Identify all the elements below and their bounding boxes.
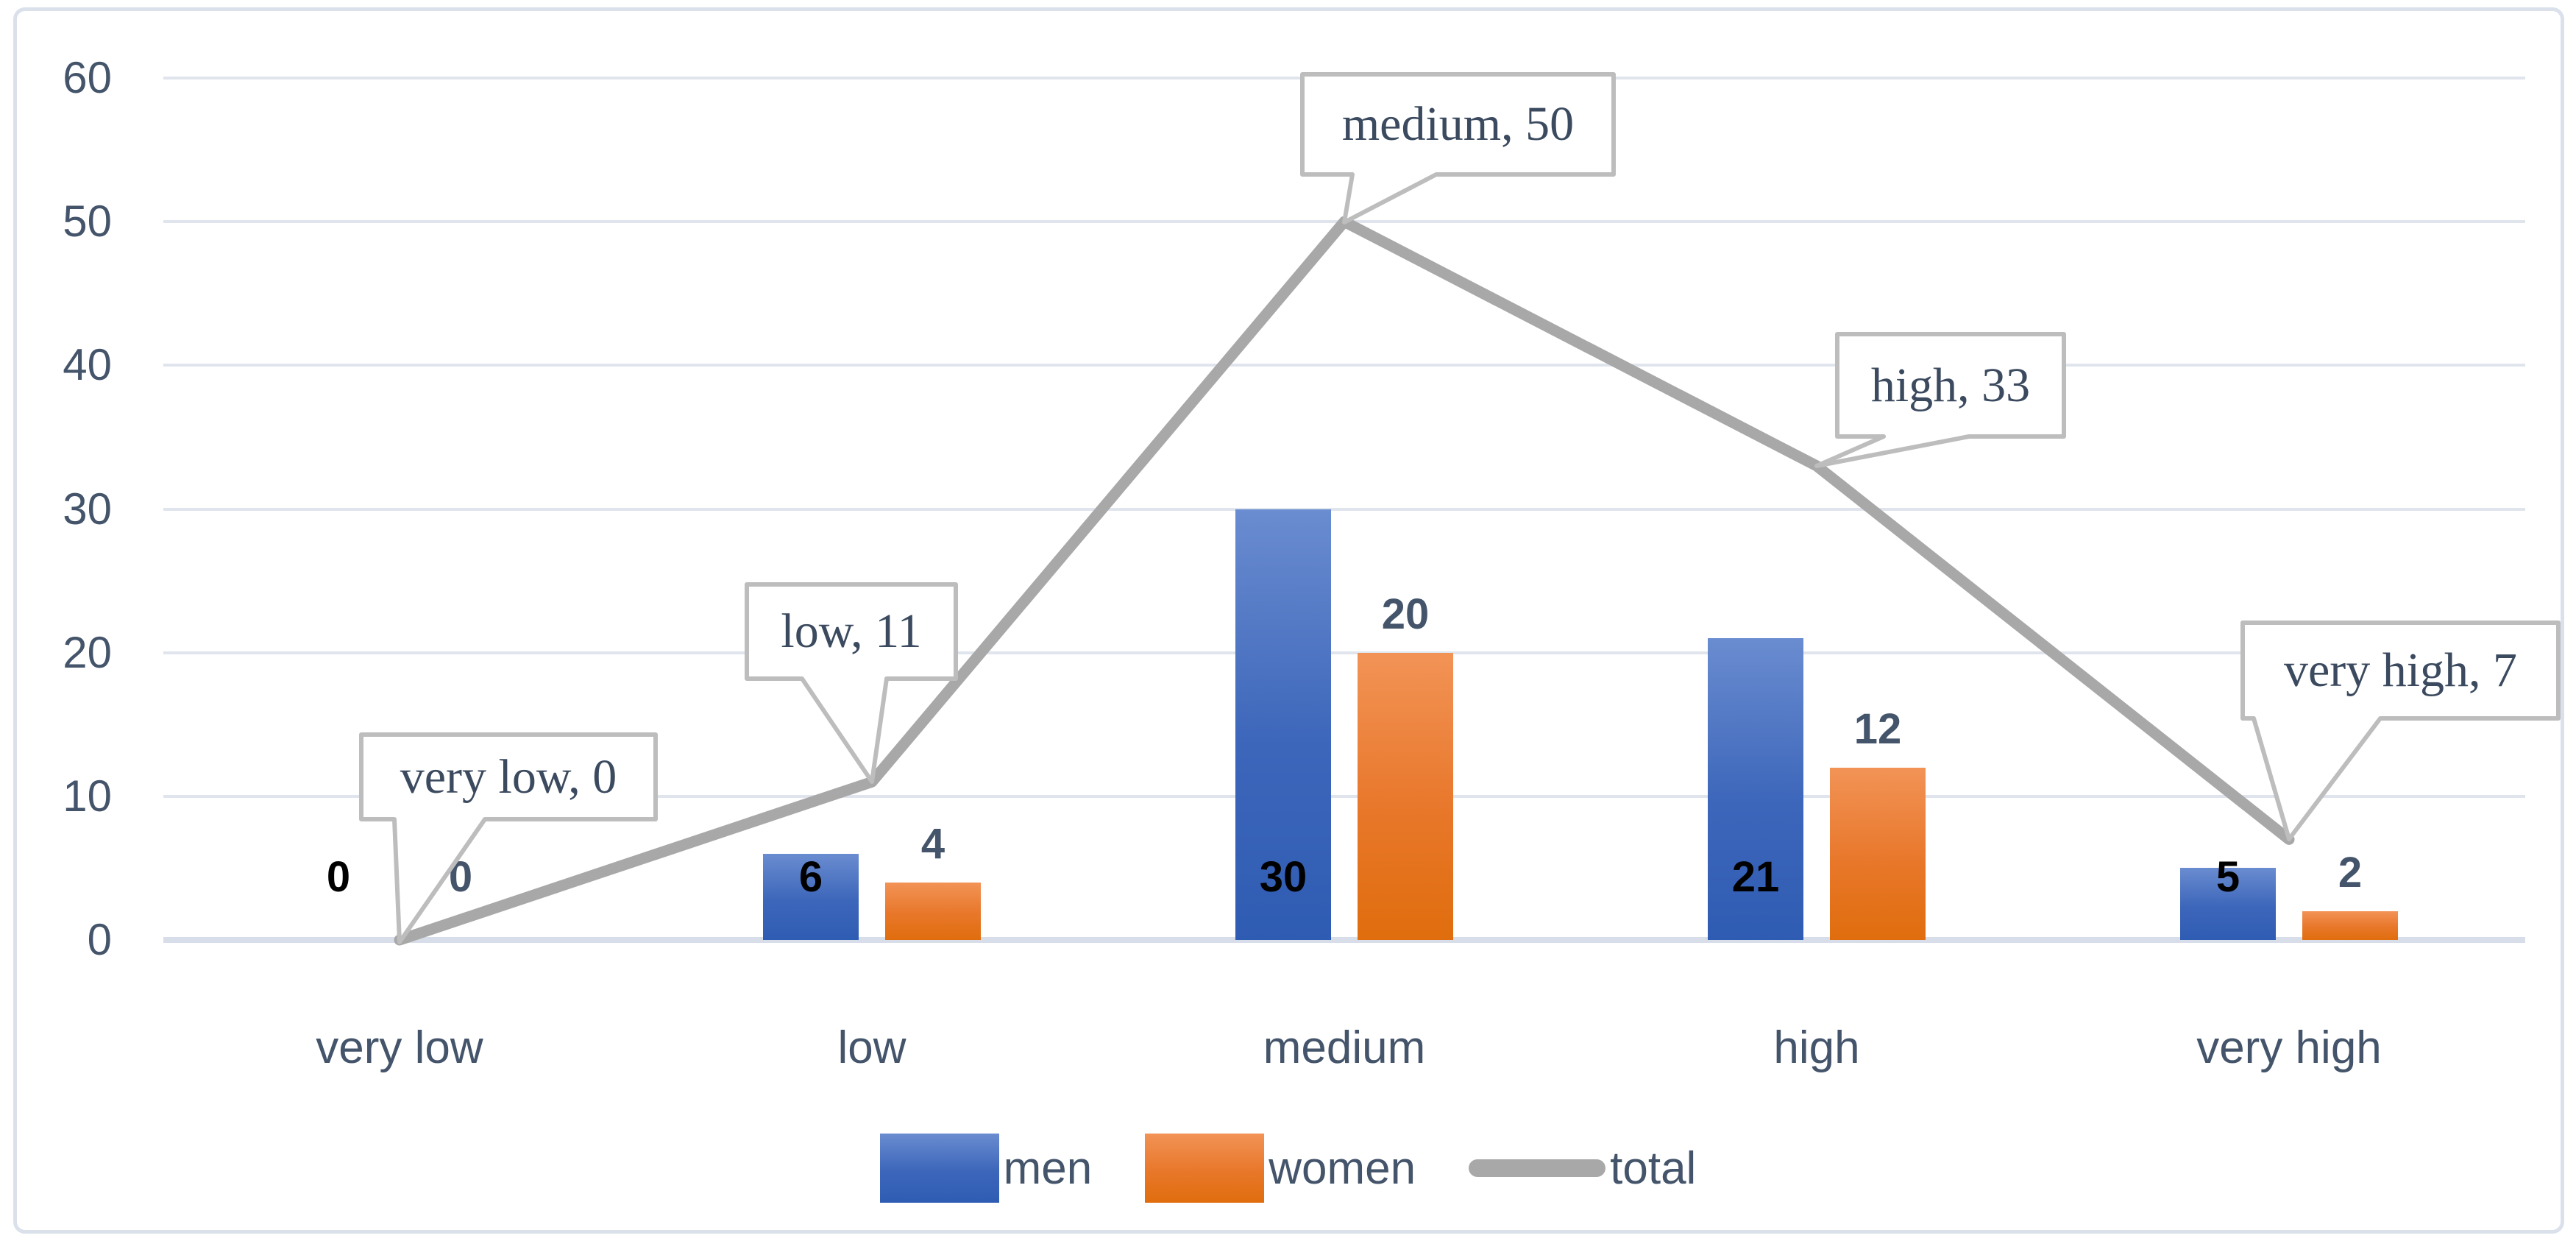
bar-label-women: 4 bbox=[920, 819, 945, 868]
callout-label: very high, 7 bbox=[2283, 643, 2518, 697]
y-tick-label: 50 bbox=[63, 197, 112, 247]
x-axis-label: low bbox=[837, 1022, 906, 1073]
gridline bbox=[163, 364, 2525, 367]
bar-women bbox=[1830, 767, 1926, 940]
legend-swatch-women bbox=[1145, 1134, 1265, 1203]
callout-label: very low, 0 bbox=[400, 749, 617, 804]
bar-women bbox=[885, 882, 981, 940]
bar-label-men: 30 bbox=[1259, 853, 1307, 901]
y-tick-label: 10 bbox=[63, 771, 112, 821]
legend-label: women bbox=[1269, 1142, 1416, 1194]
y-tick-label: 20 bbox=[63, 627, 112, 677]
legend-swatch-total bbox=[1469, 1159, 1606, 1177]
legend-swatch-men bbox=[879, 1134, 999, 1203]
bar-label-men: 21 bbox=[1731, 853, 1780, 901]
legend-item-men: men bbox=[879, 1134, 1093, 1203]
legend: men women total bbox=[0, 1128, 2576, 1209]
legend-item-women: women bbox=[1145, 1134, 1416, 1203]
legend-label: men bbox=[1003, 1142, 1093, 1194]
x-axis-line bbox=[163, 937, 2525, 943]
gridline bbox=[163, 651, 2525, 654]
bar-label-women: 12 bbox=[1853, 704, 1902, 753]
bar-women bbox=[1358, 652, 1453, 940]
legend-label: total bbox=[1610, 1142, 1697, 1194]
gridline bbox=[163, 507, 2525, 511]
x-axis-label: high bbox=[1773, 1022, 1860, 1073]
x-axis-label: very low bbox=[316, 1022, 483, 1073]
bar-label-women: 0 bbox=[448, 853, 473, 901]
y-tick-label: 30 bbox=[63, 484, 112, 534]
x-axis-label: very high bbox=[2196, 1022, 2382, 1073]
bar-label-women: 20 bbox=[1381, 590, 1430, 638]
callout-label: low, 11 bbox=[781, 604, 922, 658]
x-axis-label: medium bbox=[1263, 1022, 1426, 1073]
callout-label: medium, 50 bbox=[1341, 97, 1575, 151]
y-tick-label: 40 bbox=[63, 340, 112, 390]
bar-women bbox=[2302, 911, 2398, 940]
bar-label-women: 2 bbox=[2338, 848, 2363, 897]
callout-label: high, 33 bbox=[1870, 358, 2031, 412]
legend-item-total: total bbox=[1469, 1142, 1696, 1195]
y-tick-label: 0 bbox=[87, 915, 112, 964]
bar-label-men: 0 bbox=[326, 853, 351, 901]
y-tick-label: 60 bbox=[63, 53, 112, 102]
gridline bbox=[163, 220, 2525, 224]
